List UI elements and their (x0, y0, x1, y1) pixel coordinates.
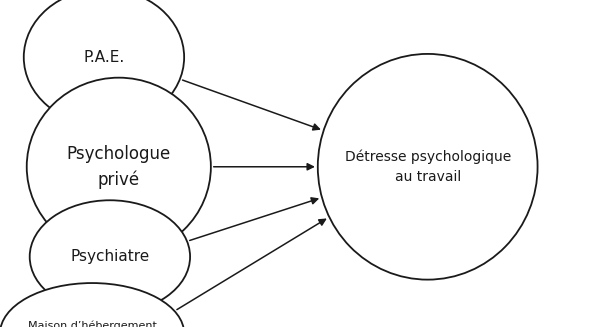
Ellipse shape (0, 283, 184, 327)
Ellipse shape (27, 78, 211, 256)
Ellipse shape (24, 0, 184, 126)
Text: Psychiatre: Psychiatre (70, 249, 150, 264)
Text: Détresse psychologique
au travail: Détresse psychologique au travail (345, 150, 511, 184)
Ellipse shape (318, 54, 538, 280)
Text: Maison d’hébergement
pour les métiers d’urgence: Maison d’hébergement pour les métiers d’… (17, 321, 168, 327)
Ellipse shape (30, 200, 190, 313)
Text: P.A.E.: P.A.E. (83, 50, 125, 65)
Text: Psychologue
privé: Psychologue privé (67, 145, 171, 189)
